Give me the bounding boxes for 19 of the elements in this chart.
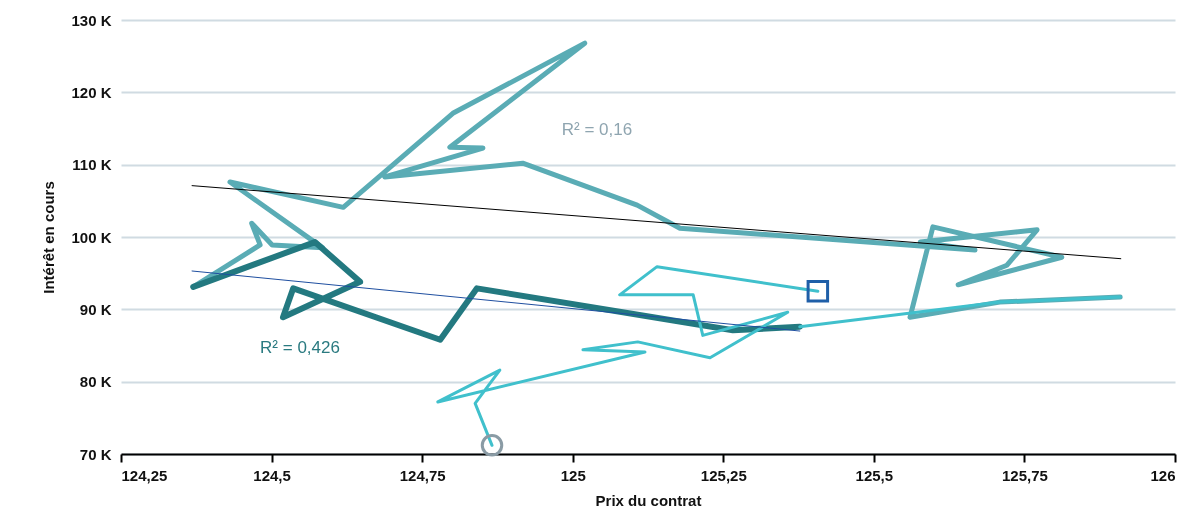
annotation: R² = 0,426 (260, 338, 340, 357)
y-tick-label: 100 K (71, 228, 112, 246)
y-tick-label: 110 K (72, 156, 112, 174)
x-tick-label: 124,25 (121, 466, 168, 484)
annotation: R² = 0,16 (561, 120, 633, 139)
y-tick-label: 90 K (79, 300, 112, 318)
x-tick-label: 124,75 (399, 466, 446, 484)
y-tick-label: 70 K (79, 445, 112, 463)
x-tick-label: 124,5 (253, 466, 291, 484)
x-tick-label: 125,5 (855, 466, 894, 484)
x-tick-label: 125,25 (700, 466, 747, 484)
y-tick-label: 80 K (79, 373, 112, 391)
x-tick-label: 126 (1150, 466, 1176, 484)
y-tick-label: 130 K (71, 11, 112, 29)
y-axis-title: Intérêt en cours (40, 181, 58, 294)
x-tick-label: 125 (560, 466, 586, 484)
x-axis-title: Prix du contrat (595, 491, 702, 509)
y-tick-label: 120 K (71, 83, 112, 101)
x-tick-label: 125,75 (1001, 466, 1048, 484)
